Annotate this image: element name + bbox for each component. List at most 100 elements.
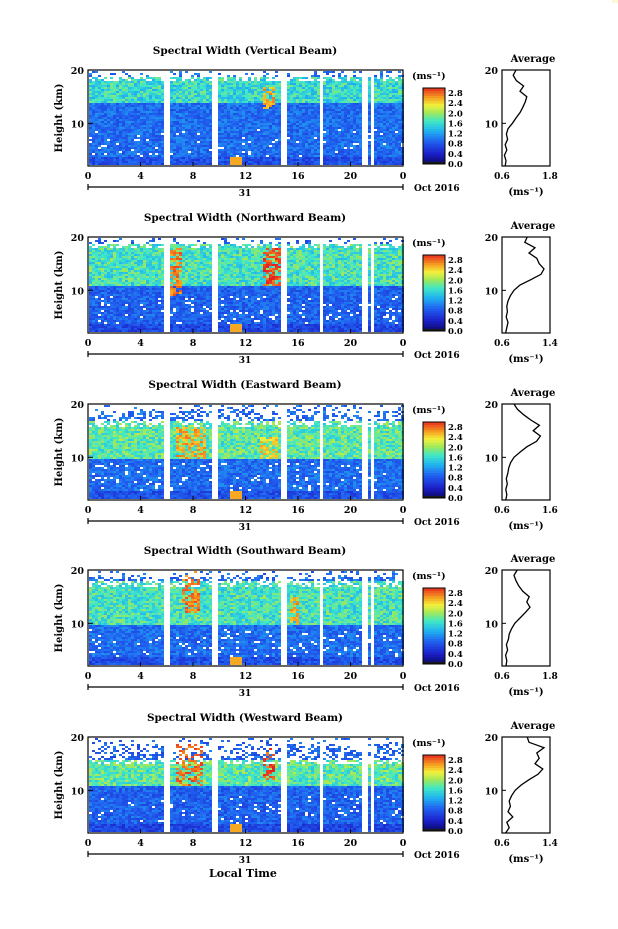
heatmap-cell <box>329 71 332 73</box>
heatmap-cell <box>386 87 389 89</box>
heatmap-cell <box>290 151 293 153</box>
heatmap-cell <box>179 71 182 73</box>
heatmap-cell <box>92 294 95 296</box>
heatmap-cell <box>203 99 206 101</box>
heatmap-cell <box>278 97 281 99</box>
heatmap-cell <box>92 306 95 308</box>
heatmap-cell <box>119 111 122 113</box>
heatmap-cell <box>191 147 194 149</box>
heatmap-cell <box>206 95 209 97</box>
heatmap-cell <box>359 149 362 151</box>
heatmap-cell <box>272 111 275 113</box>
heatmap-cell <box>104 276 107 278</box>
heatmap-cell <box>128 161 131 163</box>
heatmap-cell <box>260 129 263 131</box>
heatmap-cell <box>314 107 317 109</box>
heatmap-cell <box>188 161 191 163</box>
heatmap-cell <box>140 77 143 79</box>
colorbar-step <box>423 115 445 119</box>
heatmap-cell <box>383 137 386 139</box>
heatmap-cell <box>395 137 398 139</box>
heatmap-cell <box>356 111 359 113</box>
heatmap-cell <box>182 109 185 111</box>
heatmap-cell <box>383 141 386 143</box>
heatmap-cell <box>329 121 332 123</box>
heatmap-cell <box>257 117 260 119</box>
heatmap-cell <box>185 137 188 139</box>
heatmap-cell <box>125 137 128 139</box>
heatmap-cell <box>176 147 179 149</box>
heatmap-cell <box>341 103 344 105</box>
heatmap-cell <box>140 103 143 105</box>
heatmap-cell <box>236 149 239 151</box>
heatmap-cell <box>173 161 176 163</box>
heatmap-cell <box>116 87 119 89</box>
heatmap-cell <box>293 127 296 129</box>
heatmap-cell <box>386 153 389 155</box>
heatmap-cell <box>110 322 113 324</box>
heatmap-cell <box>110 127 113 129</box>
heatmap-cell <box>224 119 227 121</box>
heatmap-cell <box>173 135 176 137</box>
heatmap-cell <box>206 141 209 143</box>
heatmap-cell <box>329 99 332 101</box>
heatmap-cell <box>134 121 137 123</box>
heatmap-cell <box>110 105 113 107</box>
colorbar-step <box>423 120 445 124</box>
heatmap-cell <box>203 113 206 115</box>
heatmap-cell <box>149 119 152 121</box>
heatmap-cell <box>359 105 362 107</box>
heatmap-cell <box>356 153 359 155</box>
heatmap-cell <box>359 153 362 155</box>
heatmap-cell <box>224 123 227 125</box>
heatmap-cell <box>98 121 101 123</box>
heatmap-cell <box>107 266 110 268</box>
heatmap-cell <box>161 93 164 95</box>
heatmap-cell <box>329 159 332 161</box>
heatmap-cell <box>272 81 275 83</box>
heatmap-cell <box>314 141 317 143</box>
heatmap-cell <box>176 97 179 99</box>
heatmap-cell <box>107 326 110 328</box>
heatmap-cell <box>347 151 350 153</box>
heatmap-cell <box>173 131 176 133</box>
heatmap-cell <box>236 115 239 117</box>
heatmap-cell <box>305 91 308 93</box>
heatmap-cell <box>314 125 317 127</box>
heatmap-cell <box>326 153 329 155</box>
heatmap-cell <box>155 89 158 91</box>
heatmap-cell <box>299 113 302 115</box>
heatmap-cell <box>347 103 350 105</box>
heatmap-cell <box>377 79 380 81</box>
heatmap-cell <box>104 284 107 286</box>
heatmap-cell <box>149 111 152 113</box>
heatmap-cell <box>140 260 143 262</box>
heatmap-cell <box>113 155 116 157</box>
heatmap-cell <box>203 115 206 117</box>
heatmap-cell <box>257 95 260 97</box>
heatmap-cell <box>302 115 305 117</box>
heatmap-cell <box>377 161 380 163</box>
heatmap-cell <box>92 322 95 324</box>
heatmap-cell <box>116 111 119 113</box>
heatmap-cell <box>200 101 203 103</box>
heatmap-cell <box>179 157 182 159</box>
heatmap-cell <box>119 87 122 89</box>
heatmap-cell <box>227 121 230 123</box>
heatmap-cell <box>395 77 398 79</box>
heatmap-cell <box>341 151 344 153</box>
heatmap-cell <box>278 119 281 121</box>
heatmap-cell <box>302 87 305 89</box>
heatmap-cell <box>122 145 125 147</box>
heatmap-cell <box>140 145 143 147</box>
heatmap-cell <box>155 133 158 135</box>
heatmap-cell <box>368 113 371 115</box>
heatmap-cell <box>107 312 110 314</box>
heatmap-cell <box>338 143 341 145</box>
heatmap-cell <box>155 115 158 117</box>
heatmap-cell <box>122 312 125 314</box>
heatmap-cell <box>233 121 236 123</box>
heatmap-cell <box>317 141 320 143</box>
heatmap-cell <box>239 87 242 89</box>
heatmap-cell <box>95 125 98 127</box>
